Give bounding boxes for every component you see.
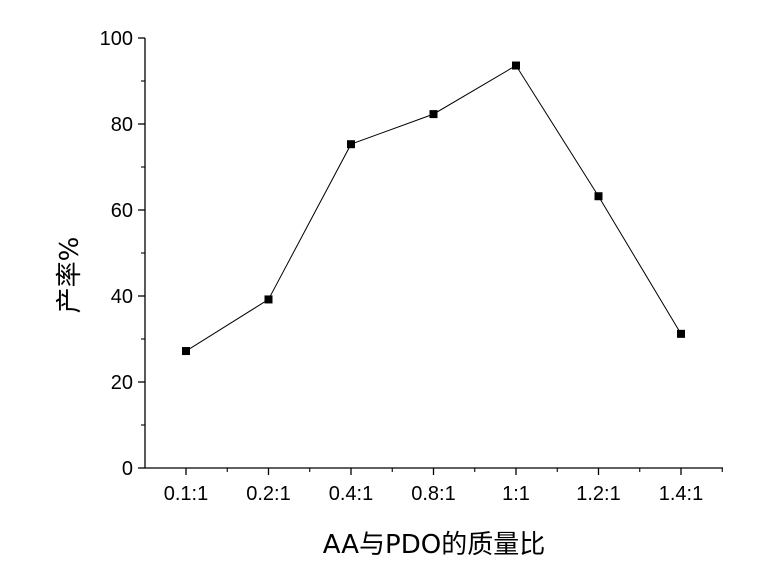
- y-axis-ticks: 0 20 40 60 80 100: [100, 28, 145, 480]
- x-axis-ticks: 0.1:1 0.2:1 0.4:1 0.8:1 1:1 1.2:1 1.4:1: [164, 468, 723, 505]
- y-tick-label: 100: [100, 28, 133, 50]
- data-point: [429, 110, 438, 119]
- data-point: [594, 192, 603, 201]
- x-tick-label: 1.4:1: [659, 483, 703, 505]
- y-tick-label: 60: [111, 200, 133, 222]
- x-tick-label: 0.8:1: [411, 483, 455, 505]
- x-tick-label: 0.4:1: [329, 483, 373, 505]
- series-line: [185, 64, 682, 352]
- data-point: [512, 61, 520, 70]
- x-tick-label: 1:1: [502, 483, 530, 505]
- x-tick-label: 0.1:1: [164, 483, 208, 505]
- y-tick-label: 0: [122, 458, 133, 480]
- data-point: [347, 140, 355, 149]
- y-axis-title: 产率%: [55, 237, 85, 314]
- data-point: [264, 295, 273, 304]
- data-point: [182, 347, 190, 356]
- data-point: [677, 329, 685, 338]
- y-tick-label: 80: [111, 114, 133, 136]
- series-layer: [182, 61, 685, 356]
- x-axis-title: AA与PDO的质量比: [323, 530, 545, 560]
- y-tick-label: 40: [111, 286, 133, 308]
- x-tick-label: 1.2:1: [576, 483, 620, 505]
- y-tick-label: 20: [111, 372, 133, 394]
- axes: [144, 38, 723, 469]
- x-tick-label: 0.2:1: [246, 483, 290, 505]
